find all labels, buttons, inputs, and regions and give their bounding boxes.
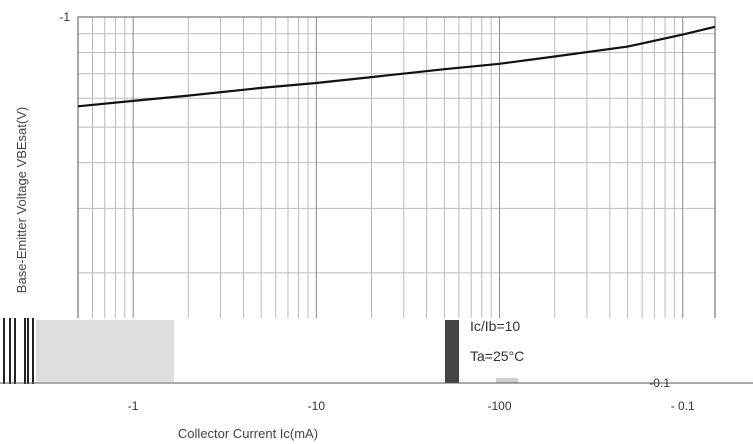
artifact-bar: [3, 318, 5, 384]
artifact-bar: [24, 318, 26, 384]
annotations: Ta=25°C Ic/Ib=10: [470, 318, 524, 364]
x-tick-label: -100: [488, 399, 512, 413]
artifact-dark-block: [445, 320, 459, 383]
annotation-temperature: Ta=25°C: [470, 348, 524, 364]
series-group: [77, 25, 716, 108]
series-line: [77, 25, 716, 108]
artifact-bar: [32, 318, 34, 384]
y-tick-label: -0.1: [649, 376, 670, 390]
scan-artifact-band: [0, 318, 753, 384]
y-tick-label: -1: [59, 10, 70, 24]
artifact-gray-strip: [496, 378, 518, 383]
artifact-bar: [27, 318, 29, 384]
artifact-bar: [14, 318, 16, 384]
artifact-bar: [9, 318, 11, 384]
tick-labels: -1 -10 -100 - 0.1 -1 -0.1: [59, 10, 695, 413]
artifact-gray-block: [36, 320, 174, 382]
x-tick-label: -10: [308, 399, 326, 413]
x-tick-label: -1: [128, 399, 139, 413]
y-axis-title: Base-Emitter Voltage VBEsat(V): [14, 107, 29, 293]
x-tick-label: - 0.1: [671, 399, 695, 413]
annotation-ratio: Ic/Ib=10: [470, 318, 520, 334]
x-axis-title: Collector Current Ic(mA): [178, 426, 318, 441]
